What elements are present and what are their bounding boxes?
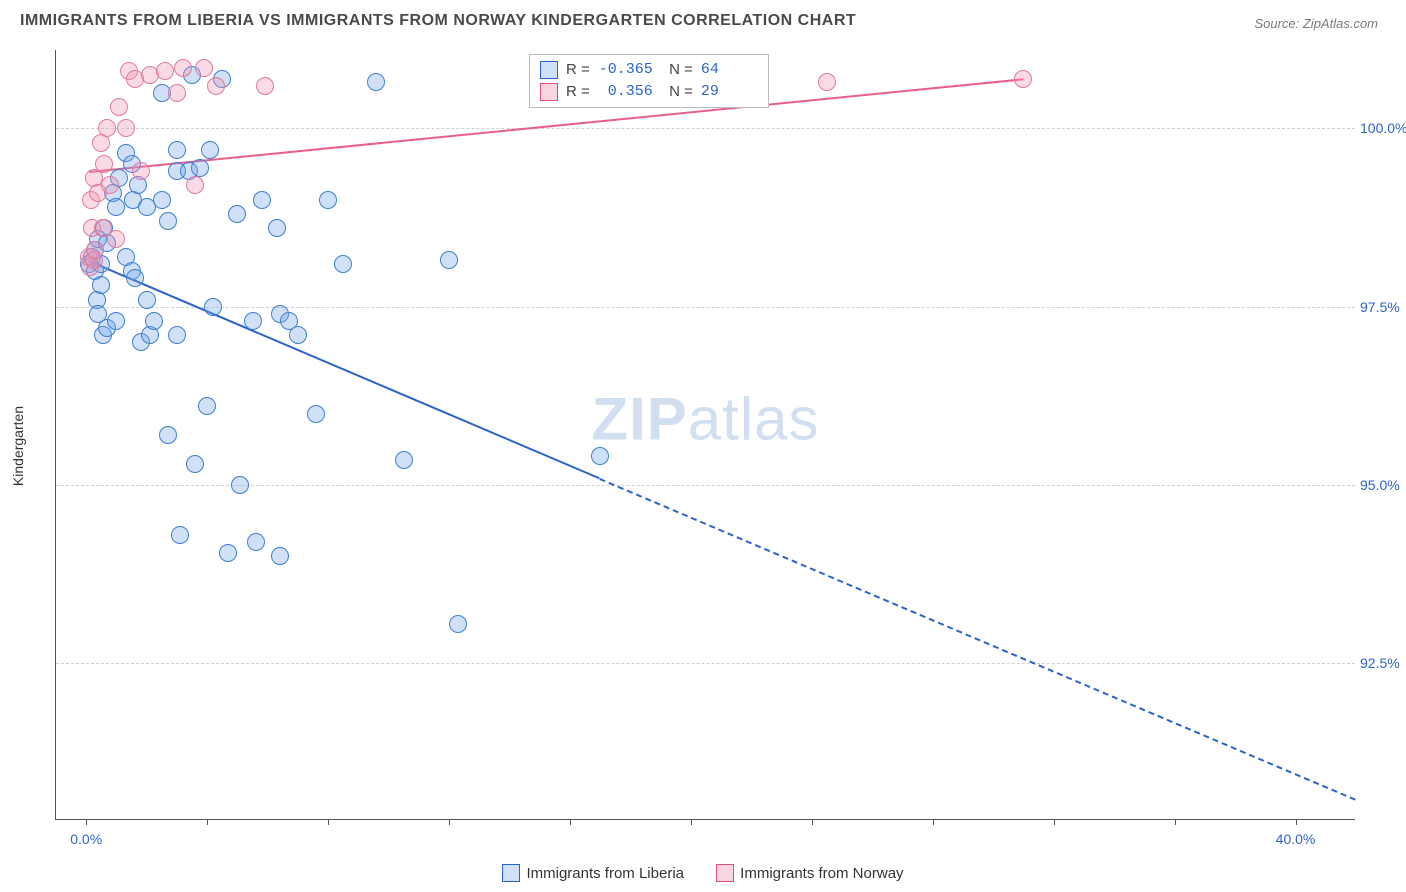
x-tick [1175, 819, 1176, 825]
legend-swatch-liberia [502, 864, 520, 882]
data-point-liberia [145, 312, 163, 330]
data-point-liberia [107, 312, 125, 330]
data-point-norway [107, 230, 125, 248]
data-point-liberia [289, 326, 307, 344]
data-point-liberia [168, 326, 186, 344]
stats-swatch-liberia [540, 61, 558, 79]
data-point-norway [98, 119, 116, 137]
data-point-norway [117, 119, 135, 137]
trend-line [599, 478, 1356, 801]
data-point-liberia [204, 298, 222, 316]
data-point-liberia [92, 276, 110, 294]
y-tick-label: 97.5% [1360, 299, 1405, 315]
x-tick [207, 819, 208, 825]
data-point-liberia [171, 526, 189, 544]
x-tick [933, 819, 934, 825]
data-point-liberia [219, 544, 237, 562]
data-point-liberia [253, 191, 271, 209]
data-point-liberia [107, 198, 125, 216]
gridline [56, 663, 1355, 664]
data-point-norway [207, 77, 225, 95]
data-point-liberia [201, 141, 219, 159]
data-point-liberia [440, 251, 458, 269]
data-point-liberia [138, 291, 156, 309]
data-point-norway [256, 77, 274, 95]
x-tick-label: 0.0% [70, 831, 102, 847]
data-point-norway [818, 73, 836, 91]
data-point-norway [195, 59, 213, 77]
legend-item-liberia: Immigrants from Liberia [502, 864, 684, 882]
gridline [56, 307, 1355, 308]
data-point-liberia [334, 255, 352, 273]
data-point-liberia [449, 615, 467, 633]
x-tick [449, 819, 450, 825]
trend-line [88, 260, 600, 479]
data-point-liberia [319, 191, 337, 209]
gridline [56, 128, 1355, 129]
x-tick [1054, 819, 1055, 825]
data-point-norway [168, 84, 186, 102]
data-point-liberia [159, 212, 177, 230]
data-point-liberia [395, 451, 413, 469]
x-tick [86, 819, 87, 825]
x-tick [570, 819, 571, 825]
data-point-liberia [126, 269, 144, 287]
data-point-liberia [247, 533, 265, 551]
y-tick-label: 92.5% [1360, 655, 1405, 671]
watermark: ZIPatlas [591, 385, 819, 454]
series-legend: Immigrants from Liberia Immigrants from … [0, 864, 1406, 886]
data-point-liberia [367, 73, 385, 91]
data-point-norway [110, 98, 128, 116]
data-point-liberia [191, 159, 209, 177]
data-point-liberia [198, 397, 216, 415]
data-point-norway [186, 176, 204, 194]
data-point-norway [101, 176, 119, 194]
data-point-liberia [244, 312, 262, 330]
y-axis-label: Kindergarten [10, 406, 26, 486]
legend-swatch-norway [716, 864, 734, 882]
data-point-norway [132, 162, 150, 180]
data-point-norway [86, 241, 104, 259]
data-point-liberia [231, 476, 249, 494]
source-label: Source: ZipAtlas.com [1254, 16, 1378, 31]
x-tick [1296, 819, 1297, 825]
data-point-norway [95, 155, 113, 173]
data-point-liberia [168, 141, 186, 159]
chart-title: IMMIGRANTS FROM LIBERIA VS IMMIGRANTS FR… [20, 12, 856, 30]
data-point-liberia [591, 447, 609, 465]
data-point-liberia [268, 219, 286, 237]
gridline [56, 485, 1355, 486]
data-point-liberia [271, 547, 289, 565]
legend-label-norway: Immigrants from Norway [740, 865, 903, 882]
legend-label-liberia: Immigrants from Liberia [526, 865, 684, 882]
data-point-liberia [228, 205, 246, 223]
legend-item-norway: Immigrants from Norway [716, 864, 903, 882]
x-tick [691, 819, 692, 825]
data-point-liberia [307, 405, 325, 423]
stats-row-norway: R = 0.356 N = 29 [540, 81, 758, 103]
stats-legend: R = -0.365 N = 64R = 0.356 N = 29 [529, 54, 769, 108]
y-tick-label: 100.0% [1360, 120, 1405, 136]
x-tick [812, 819, 813, 825]
data-point-liberia [153, 191, 171, 209]
stats-swatch-norway [540, 83, 558, 101]
x-tick-label: 40.0% [1276, 831, 1316, 847]
chart-plot-area: ZIPatlas 92.5%95.0%97.5%100.0%0.0%40.0%R… [55, 50, 1355, 820]
data-point-liberia [159, 426, 177, 444]
stats-row-liberia: R = -0.365 N = 64 [540, 59, 758, 81]
data-point-norway [156, 62, 174, 80]
y-tick-label: 95.0% [1360, 477, 1405, 493]
data-point-norway [174, 59, 192, 77]
data-point-liberia [186, 455, 204, 473]
x-tick [328, 819, 329, 825]
data-point-norway [1014, 70, 1032, 88]
